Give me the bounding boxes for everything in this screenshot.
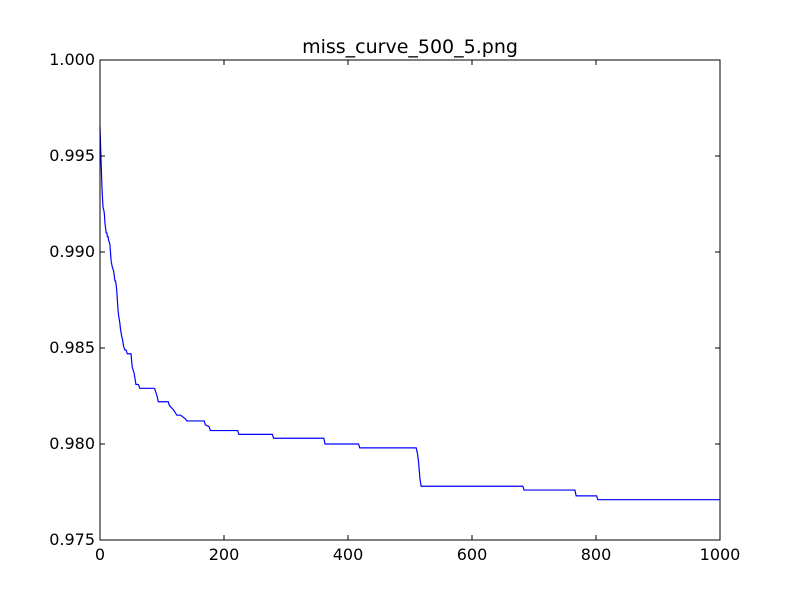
plot-area (99, 127, 720, 501)
y-tick-label: 0.975 (49, 530, 95, 549)
chart-title: miss_curve_500_5.png (302, 36, 518, 58)
x-tick-label: 0 (95, 545, 105, 564)
x-tick-label: 1000 (700, 545, 741, 564)
y-tick-label: 0.990 (49, 242, 95, 261)
x-tick-label: 200 (209, 545, 240, 564)
x-tick-label: 400 (333, 545, 364, 564)
x-tick-label: 800 (581, 545, 612, 564)
series-line-1 (99, 127, 720, 501)
y-tick-label: 0.985 (49, 338, 95, 357)
y-tick-label: 0.980 (49, 434, 95, 453)
axes-frame (99, 59, 721, 541)
axes: 0 200 400 600 800 1000 0.975 0.980 0.985 0.990 0.9… (49, 50, 740, 564)
y-tick-label: 0.995 (49, 146, 95, 165)
y-tick-label: 1.000 (49, 50, 95, 69)
x-tick-label: 600 (457, 545, 488, 564)
